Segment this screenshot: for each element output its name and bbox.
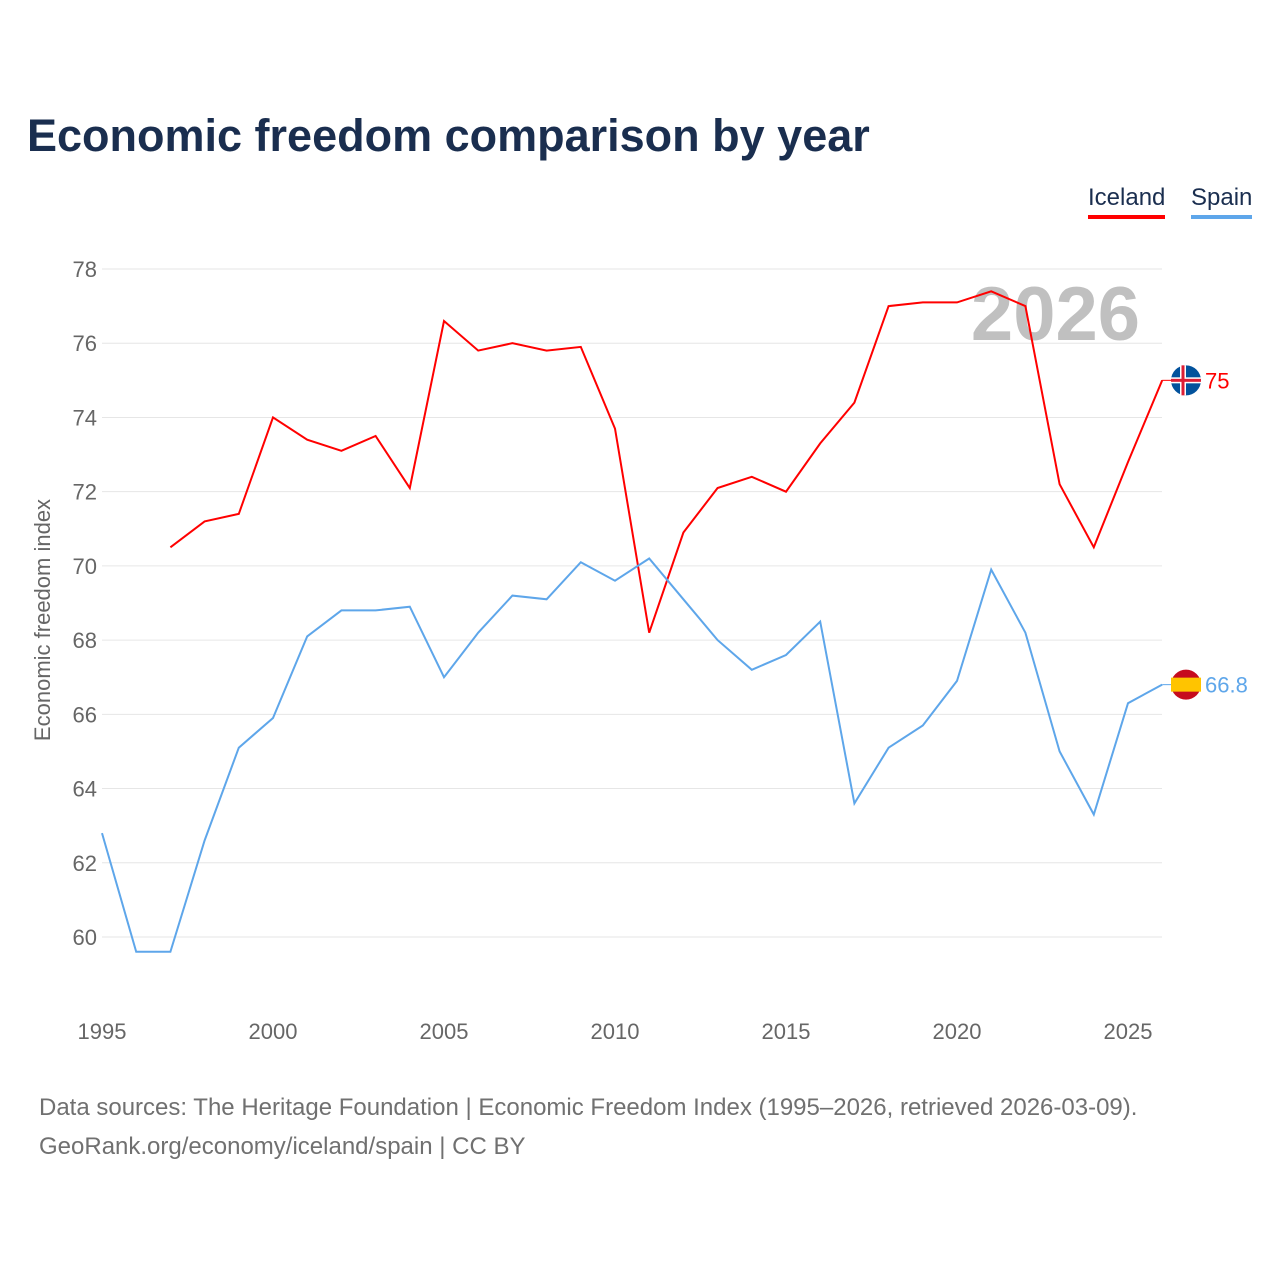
year-watermark: 2026 (971, 272, 1140, 357)
y-tick-label: 72 (73, 480, 97, 505)
y-tick-label: 78 (73, 257, 97, 282)
end-value-label-iceland: 75 (1205, 368, 1229, 393)
series-line-iceland (169, 290, 1164, 634)
y-axis-label: Economic freedom index (30, 499, 55, 741)
x-tick-label: 2015 (762, 1019, 811, 1044)
y-tick-label: 74 (73, 405, 97, 430)
chart-title: Economic freedom comparison by year (27, 110, 870, 161)
flag-cross (1171, 378, 1201, 382)
end-value-label-spain: 66.8 (1205, 673, 1248, 698)
y-tick-label: 68 (73, 628, 97, 653)
x-tick-label: 2005 (420, 1019, 469, 1044)
x-tick-label: 2025 (1104, 1019, 1153, 1044)
source-line-2[interactable]: GeoRank.org/economy/iceland/spain | CC B… (39, 1133, 526, 1160)
x-tick-label: 2010 (591, 1019, 640, 1044)
y-tick-label: 66 (73, 702, 97, 727)
source-note: Data sources: The Heritage Foundation | … (39, 1088, 1137, 1166)
legend-spain[interactable]: Spain (1191, 184, 1253, 219)
y-tick-label: 76 (73, 331, 97, 356)
x-tick-label: 2000 (249, 1019, 298, 1044)
x-tick-label: 2020 (933, 1019, 982, 1044)
flag-cross (1181, 365, 1185, 396)
legend-iceland[interactable]: Iceland (1088, 184, 1166, 219)
flag-band (1171, 677, 1201, 692)
y-tick-label: 62 (73, 851, 97, 876)
x-tick-label: 1995 (78, 1019, 127, 1044)
y-tick-label: 70 (73, 554, 97, 579)
y-tick-label: 64 (73, 777, 97, 802)
source-line-1: Data sources: The Heritage Foundation | … (39, 1094, 1138, 1121)
series-line-spain (101, 557, 1163, 953)
y-tick-label: 60 (73, 925, 97, 950)
